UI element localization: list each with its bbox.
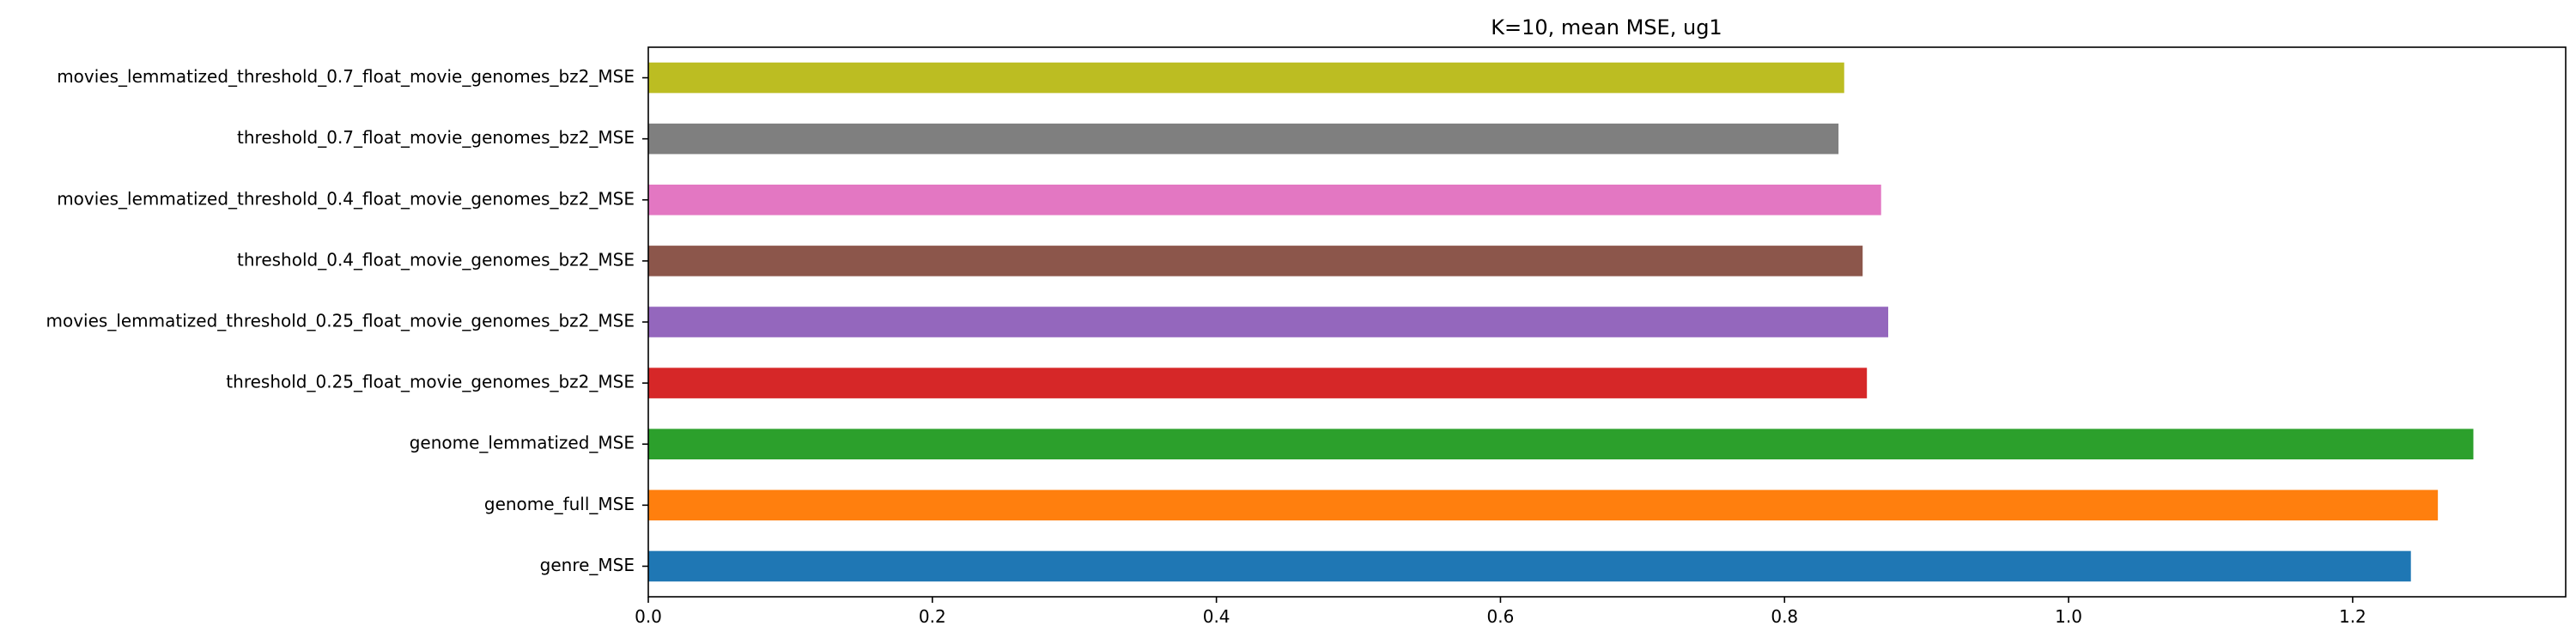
bar-movies_lemmatized_threshold_0.7_float_movie_genomes_bz2_MSE: [648, 62, 1844, 94]
plot-frame: [647, 46, 2567, 598]
x-tick-label: 1.0: [2055, 606, 2082, 627]
y-tick-label: genome_lemmatized_MSE: [410, 433, 635, 453]
x-tick-label: 1.2: [2339, 606, 2366, 627]
bar-threshold_0.25_float_movie_genomes_bz2_MSE: [648, 368, 1868, 398]
bar-threshold_0.4_float_movie_genomes_bz2_MSE: [648, 246, 1863, 276]
x-tick-label: 0.6: [1487, 606, 1515, 627]
x-tick-label: 0.8: [1771, 606, 1798, 627]
y-tick-label: threshold_0.7_float_movie_genomes_bz2_MS…: [237, 127, 635, 148]
x-tick-label: 0.0: [635, 606, 662, 627]
x-axis-ticks: 0.0 0.2 0.4 0.6 0.8 1.0 1.2: [635, 597, 2366, 627]
y-axis-ticks: genre_MSE genome_full_MSE genome_lemmatize…: [46, 66, 648, 575]
bar-movies_lemmatized_threshold_0.4_float_movie_genomes_bz2_MSE: [648, 185, 1881, 216]
bar-genome_full_MSE: [648, 489, 2439, 521]
bar-genre_MSE: [648, 550, 2411, 582]
x-tick-label: 0.2: [919, 606, 946, 627]
bar-threshold_0.7_float_movie_genomes_bz2_MSE: [648, 123, 1839, 155]
chart-title: K=10, mean MSE, ug1: [1491, 15, 1722, 39]
y-tick-label: threshold_0.4_float_movie_genomes_bz2_MS…: [237, 249, 635, 270]
bar-genome_lemmatized_MSE: [648, 428, 2474, 459]
y-tick-label: movies_lemmatized_threshold_0.25_float_m…: [46, 311, 635, 331]
y-tick-label: threshold_0.25_float_movie_genomes_bz2_M…: [226, 372, 635, 392]
y-tick-label: movies_lemmatized_threshold_0.4_float_mo…: [57, 188, 635, 209]
bar-movies_lemmatized_threshold_0.25_float_movie_genomes_bz2_MSE: [648, 307, 1889, 337]
bars-group: [648, 62, 2474, 582]
y-tick-label: genome_full_MSE: [484, 494, 635, 514]
x-tick-label: 0.4: [1203, 606, 1230, 627]
y-tick-label: genre_MSE: [540, 555, 635, 575]
y-tick-label: movies_lemmatized_threshold_0.7_float_mo…: [57, 66, 635, 87]
